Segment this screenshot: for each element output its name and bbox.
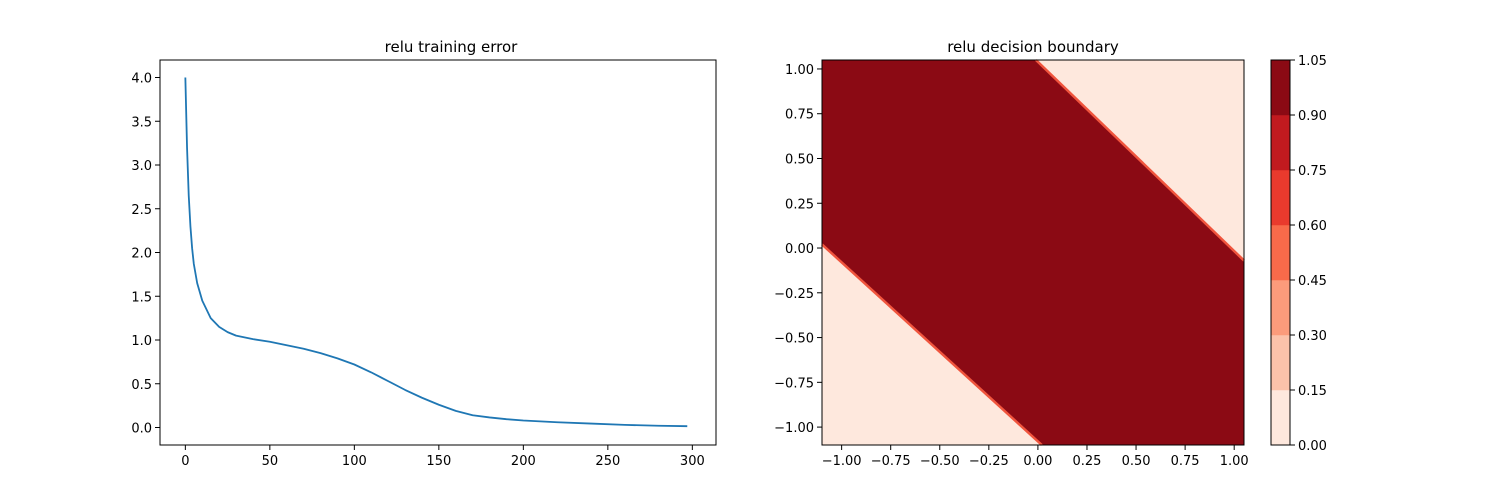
decision-boundary-x-ticks: −1.00 −0.75 −0.50 −0.25 0.00 0.25 0.50 0.75 1.00 (822, 445, 1249, 469)
training-error-plot-frame (159, 59, 717, 446)
colorbar-band (1270, 169, 1291, 226)
y-tick-label: −0.50 (774, 332, 814, 347)
decision-regions (821, 59, 1245, 446)
y-tick-label: 0.25 (785, 197, 814, 212)
decision-boundary-chart: relu decision boundary −1.00 −0.75 −0.50 −0… (774, 38, 1249, 469)
x-tick-label: 0.75 (1171, 454, 1200, 469)
x-tick-label: 1.00 (1220, 454, 1249, 469)
x-tick-label: −0.25 (969, 454, 1009, 469)
x-tick-label: 300 (680, 454, 705, 469)
x-tick-label: −1.00 (822, 454, 862, 469)
colorbar-band (1270, 59, 1291, 116)
y-tick-label: 3.5 (131, 115, 152, 130)
decision-boundary-plot-frame (821, 59, 1245, 446)
colorbar-frame (1270, 59, 1291, 446)
colorbar-band (1270, 224, 1291, 281)
y-tick-label: 3.0 (131, 159, 152, 174)
x-tick-label: 150 (426, 454, 451, 469)
y-tick-label: −0.25 (774, 287, 814, 302)
y-tick-label: 2.0 (131, 247, 152, 262)
decision-boundary-lines (821, 59, 1245, 446)
training-error-y-ticks: 0.0 0.5 1.0 1.5 2.0 2.5 3.0 3.5 4.0 (131, 72, 160, 437)
y-tick-label: −1.00 (774, 421, 814, 436)
colorbar-band (1270, 389, 1291, 446)
x-tick-label: 0.00 (1023, 454, 1052, 469)
colorbar-tick-label: 0.00 (1298, 439, 1327, 454)
training-error-chart: relu training error 0 50 100 150 200 250 300 0… (131, 38, 717, 469)
colorbar-tick-label: 0.15 (1298, 384, 1327, 399)
colorbar-tick-label: 0.45 (1298, 274, 1327, 289)
colorbar-band (1270, 334, 1291, 391)
colorbar-tick-label: 0.90 (1298, 109, 1327, 124)
y-tick-label: 1.0 (131, 334, 152, 349)
colorbar-ticks: 0.00 0.15 0.30 0.45 0.60 0.75 0.90 1.05 (1290, 54, 1327, 454)
x-tick-label: 250 (595, 454, 620, 469)
training-error-series-line (184, 77, 688, 428)
boundary-line (1035, 59, 1245, 262)
x-tick-label: −0.50 (920, 454, 960, 469)
colorbar-tick-label: 0.60 (1298, 219, 1327, 234)
colorbar-tick-label: 0.75 (1298, 164, 1327, 179)
y-tick-label: 1.5 (131, 290, 152, 305)
decision-boundary-title: relu decision boundary (947, 38, 1119, 56)
x-tick-label: 100 (342, 454, 367, 469)
x-tick-label: 0 (181, 454, 189, 469)
colorbar-tick-label: 0.30 (1298, 329, 1327, 344)
colorbar-bands (1270, 59, 1291, 446)
y-tick-label: 0.5 (131, 378, 152, 393)
colorbar: 0.00 0.15 0.30 0.45 0.60 0.75 0.90 1.05 (1270, 54, 1327, 454)
x-tick-label: −0.75 (871, 454, 911, 469)
y-tick-label: 0.00 (785, 242, 814, 257)
colorbar-tick-label: 1.05 (1298, 54, 1327, 69)
boundary-line (821, 243, 1043, 446)
colorbar-band (1270, 114, 1291, 171)
y-tick-label: 0.75 (785, 108, 814, 123)
y-tick-label: 4.0 (131, 72, 152, 87)
y-tick-label: 0.0 (131, 422, 152, 437)
y-tick-label: 0.50 (785, 152, 814, 167)
x-tick-label: 200 (511, 454, 536, 469)
x-tick-label: 0.25 (1073, 454, 1102, 469)
y-tick-label: −0.75 (774, 376, 814, 391)
x-tick-label: 0.50 (1122, 454, 1151, 469)
x-tick-label: 50 (262, 454, 279, 469)
training-error-title: relu training error (385, 38, 519, 56)
decision-boundary-y-ticks: −1.00 −0.75 −0.50 −0.25 0.00 0.25 0.50 0.75 1.00 (774, 63, 822, 436)
colorbar-band (1270, 279, 1291, 336)
y-tick-label: 2.5 (131, 203, 152, 218)
y-tick-label: 1.00 (785, 63, 814, 78)
training-error-x-ticks: 0 50 100 150 200 250 300 (181, 445, 705, 469)
